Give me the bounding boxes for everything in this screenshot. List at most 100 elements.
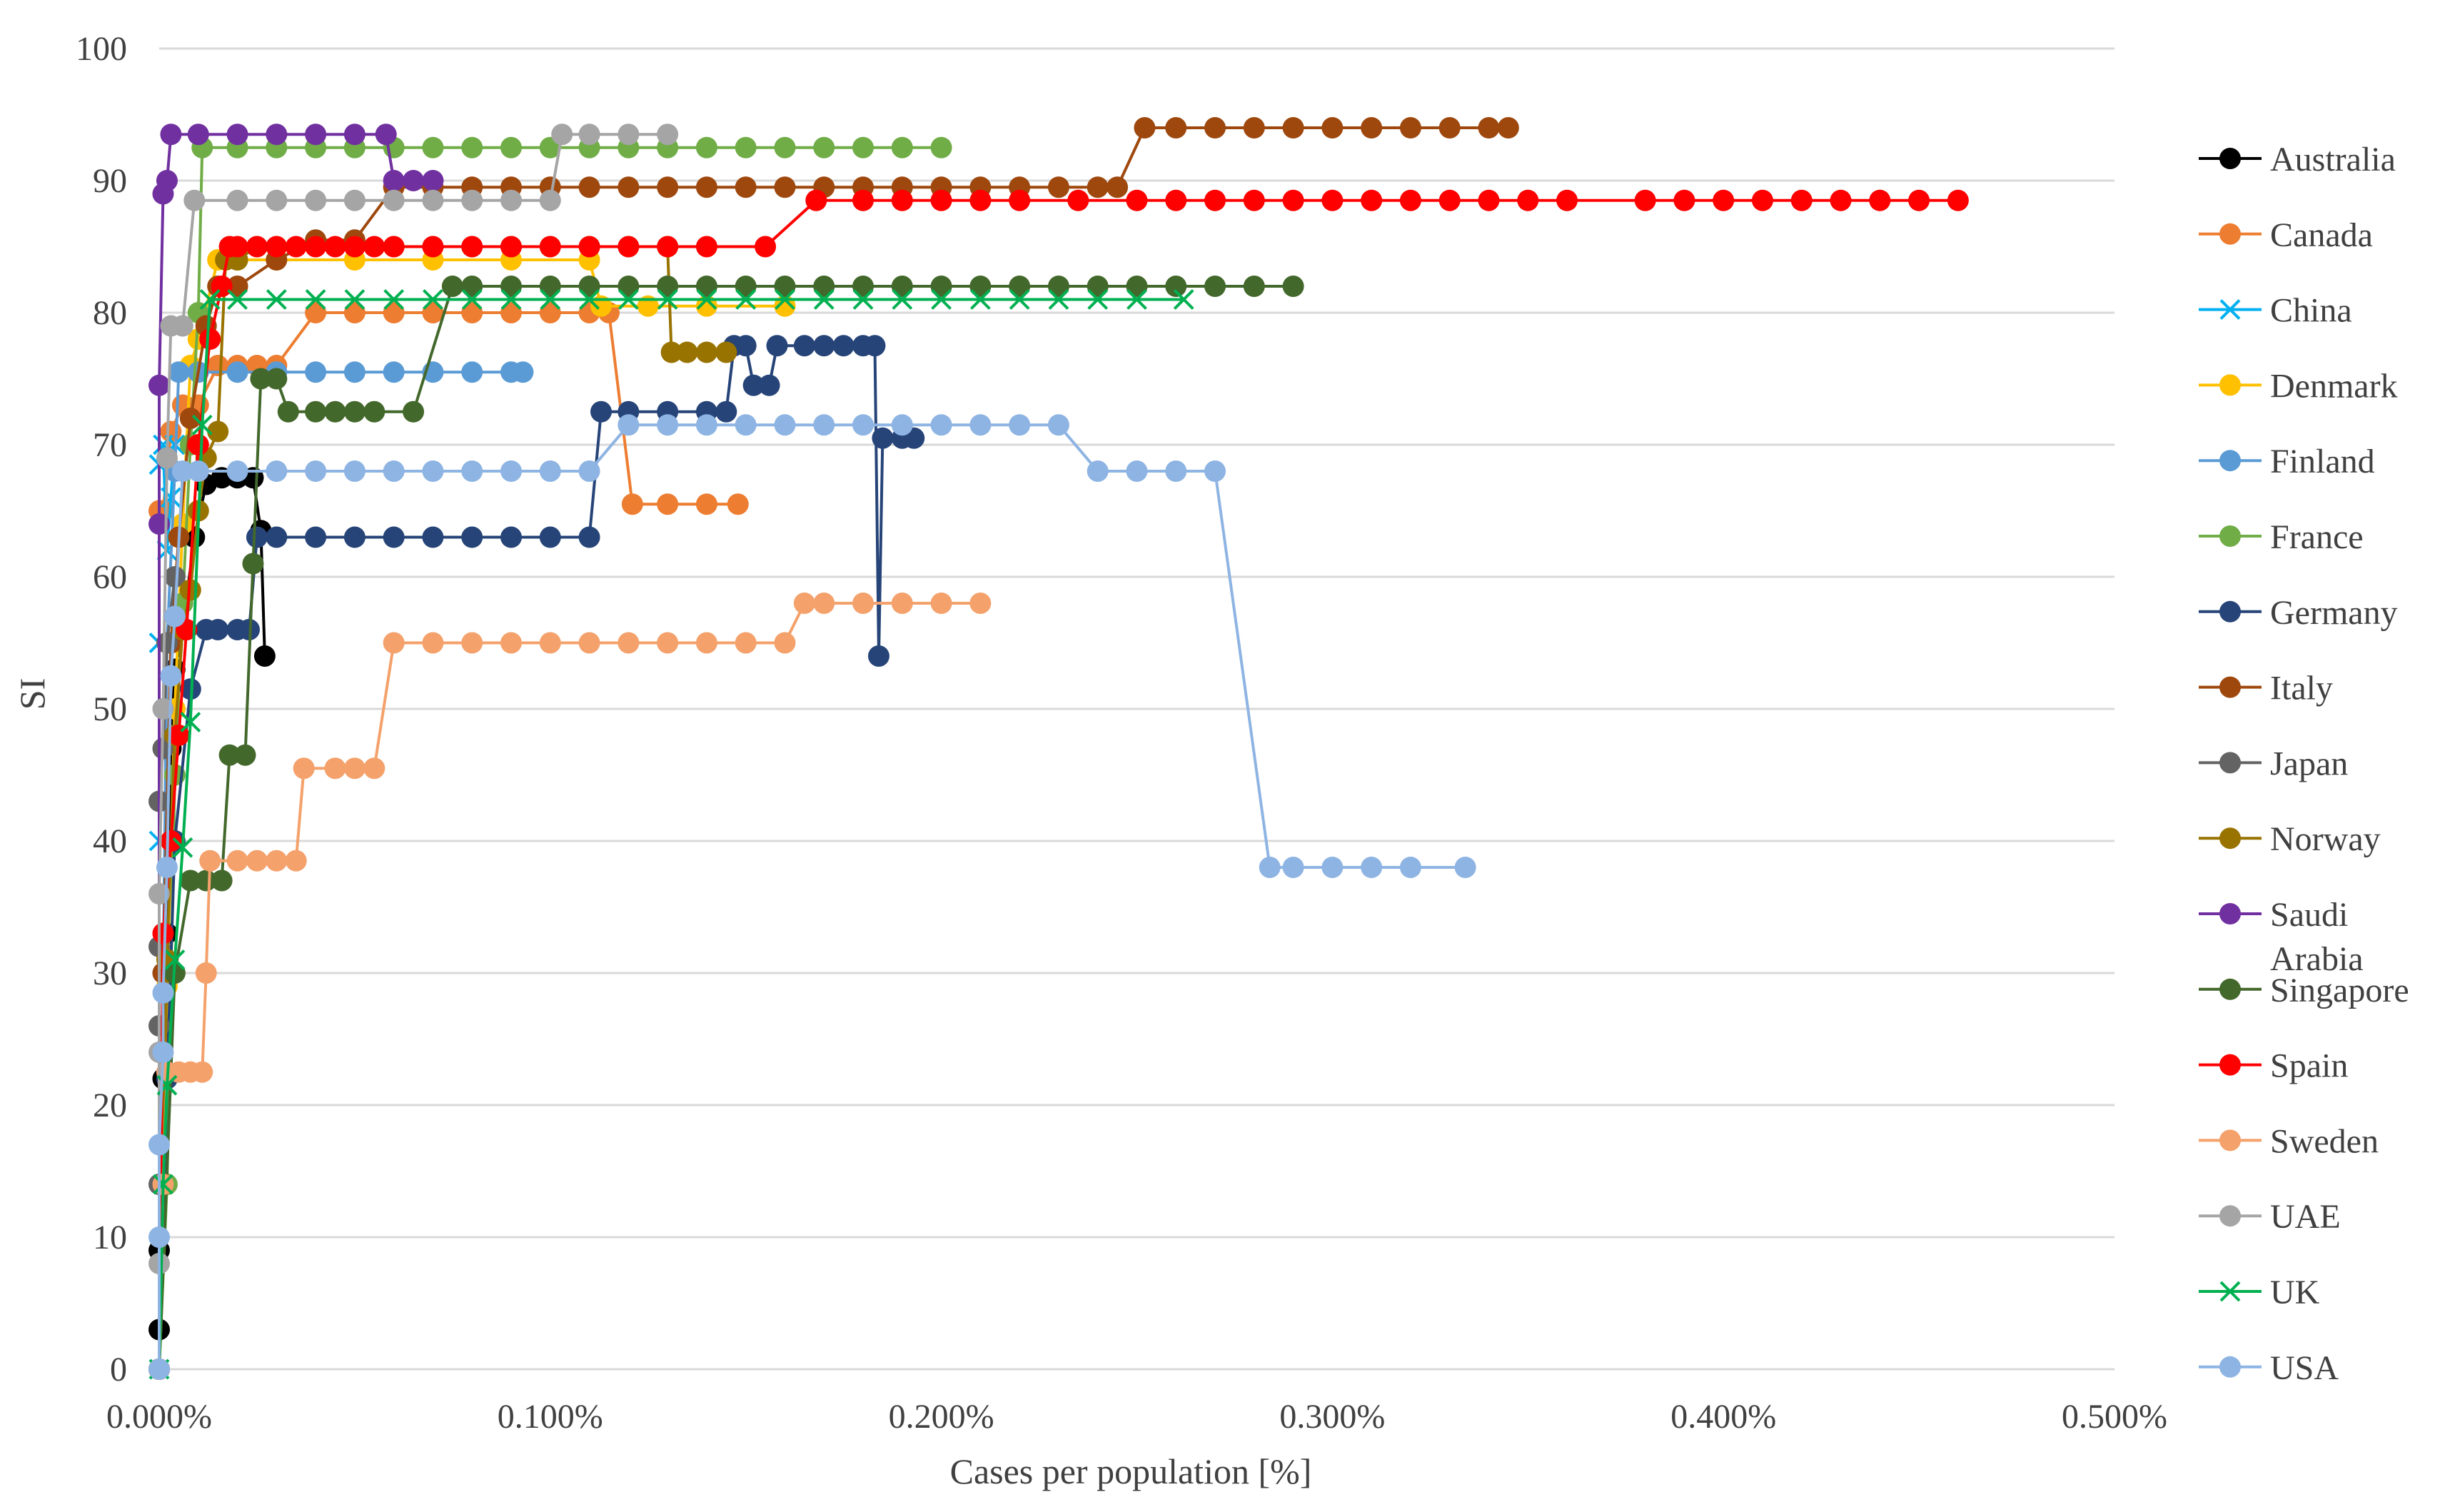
series-line-usa bbox=[158, 423, 1466, 1369]
data-point bbox=[226, 361, 248, 383]
legend-marker bbox=[2219, 299, 2241, 321]
data-point bbox=[1321, 117, 1344, 138]
data-point bbox=[226, 124, 248, 146]
data-point bbox=[891, 414, 913, 436]
data-point bbox=[246, 236, 268, 258]
legend-label: Finland bbox=[2270, 443, 2375, 480]
series-line-france bbox=[158, 146, 942, 1370]
data-point bbox=[1751, 189, 1773, 211]
legend-marker bbox=[2219, 450, 2241, 472]
data-point bbox=[383, 289, 405, 310]
data-point bbox=[539, 302, 561, 323]
data-point bbox=[891, 136, 913, 158]
data-point bbox=[735, 335, 757, 357]
data-point bbox=[187, 434, 209, 455]
data-point bbox=[383, 632, 405, 654]
series-line-uae bbox=[158, 133, 668, 1369]
x-axis-title: Cases per population [%] bbox=[950, 1451, 1312, 1491]
data-point bbox=[226, 276, 248, 297]
data-point bbox=[253, 645, 276, 667]
data-point bbox=[774, 414, 796, 436]
data-point bbox=[696, 289, 717, 310]
series-norway bbox=[148, 236, 737, 1380]
data-point bbox=[1047, 414, 1069, 436]
data-point bbox=[195, 962, 217, 984]
data-point bbox=[191, 1061, 213, 1083]
data-point bbox=[1048, 289, 1069, 310]
legend-marker bbox=[2219, 1054, 2241, 1076]
data-point bbox=[168, 361, 190, 383]
data-point bbox=[1497, 117, 1519, 138]
data-point bbox=[1165, 189, 1187, 211]
data-point bbox=[715, 400, 737, 423]
data-point bbox=[852, 276, 874, 297]
data-point bbox=[1126, 189, 1148, 211]
data-point bbox=[1204, 189, 1226, 211]
data-point bbox=[500, 632, 523, 654]
data-point bbox=[148, 883, 170, 904]
data-point bbox=[305, 124, 327, 146]
series-line-singapore bbox=[158, 285, 1294, 1370]
data-point bbox=[305, 289, 326, 310]
data-point bbox=[152, 982, 174, 1004]
data-point bbox=[578, 526, 600, 548]
legend-label: Saudi Arabia bbox=[2270, 896, 2364, 978]
data-point bbox=[1204, 117, 1226, 138]
data-point bbox=[422, 170, 444, 191]
data-point bbox=[461, 289, 483, 310]
y-tick-label: 70 bbox=[93, 426, 127, 464]
data-point bbox=[344, 289, 366, 310]
data-point bbox=[305, 526, 327, 548]
data-point bbox=[383, 302, 405, 323]
legend-label: Spain bbox=[2270, 1047, 2348, 1085]
data-point bbox=[226, 460, 248, 482]
data-point bbox=[969, 289, 991, 310]
data-point bbox=[742, 374, 765, 396]
y-tick-label: 90 bbox=[93, 162, 127, 200]
data-point bbox=[1321, 189, 1344, 211]
data-point bbox=[1126, 276, 1148, 297]
data-point bbox=[551, 124, 573, 146]
data-point bbox=[930, 276, 952, 297]
data-point bbox=[1790, 189, 1813, 211]
data-point bbox=[1399, 117, 1421, 138]
data-point bbox=[153, 1174, 173, 1195]
y-axis-title: SI bbox=[12, 678, 52, 710]
data-point bbox=[148, 1359, 170, 1380]
data-point bbox=[324, 236, 346, 258]
data-point bbox=[375, 124, 397, 146]
data-point bbox=[305, 189, 327, 211]
data-point bbox=[695, 493, 717, 515]
data-point bbox=[1204, 460, 1226, 482]
data-point bbox=[775, 289, 795, 310]
data-point bbox=[343, 460, 366, 482]
data-point bbox=[1047, 276, 1069, 297]
data-point bbox=[199, 328, 221, 350]
legend-label: China bbox=[2270, 292, 2352, 330]
legend-label: USA bbox=[2270, 1349, 2339, 1387]
data-point bbox=[207, 420, 229, 443]
data-point bbox=[657, 493, 679, 515]
data-point bbox=[1165, 460, 1187, 482]
data-point bbox=[774, 136, 796, 158]
series-spain bbox=[148, 189, 1969, 1380]
data-point bbox=[813, 414, 835, 436]
legend-item-uae: UAE bbox=[2199, 1198, 2341, 1236]
legend-marker bbox=[2219, 978, 2241, 1000]
data-point bbox=[1126, 460, 1148, 482]
data-point bbox=[246, 526, 268, 548]
data-point bbox=[695, 341, 717, 363]
legend-marker bbox=[2219, 1356, 2241, 1378]
data-point bbox=[1259, 857, 1281, 878]
data-point bbox=[305, 400, 327, 423]
data-point bbox=[864, 335, 886, 357]
data-point bbox=[246, 850, 268, 872]
x-tick-label: 0.500% bbox=[2062, 1398, 2167, 1436]
data-point bbox=[1454, 857, 1476, 878]
data-point bbox=[1438, 117, 1461, 138]
data-point bbox=[461, 361, 483, 383]
data-point bbox=[285, 236, 307, 258]
data-point bbox=[1361, 857, 1383, 878]
data-point bbox=[758, 374, 780, 396]
legend-marker bbox=[2219, 223, 2241, 245]
